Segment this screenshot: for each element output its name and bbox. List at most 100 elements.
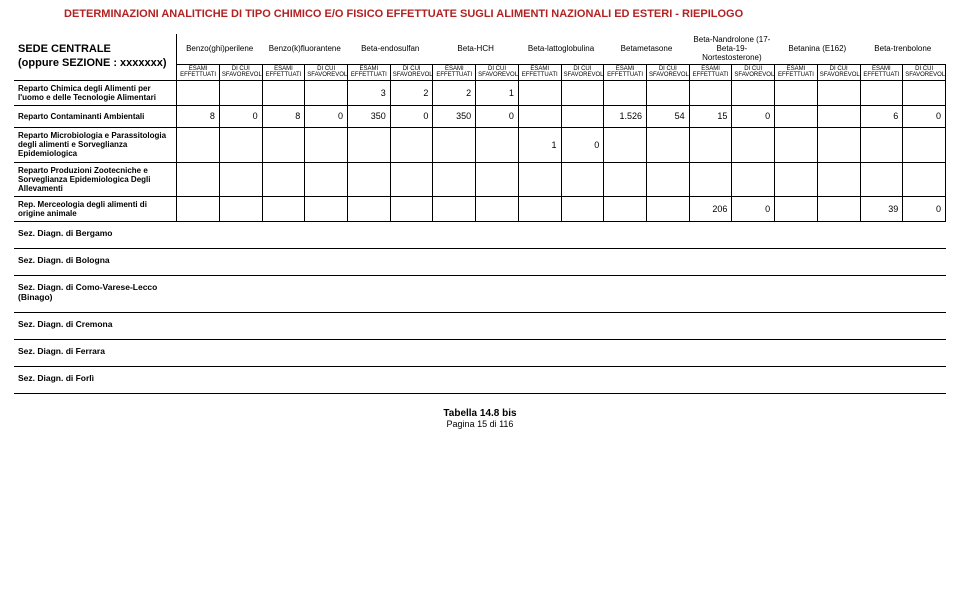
data-cell bbox=[518, 197, 561, 222]
data-cell bbox=[604, 80, 647, 105]
section-label: Sez. Diagn. di Como-Varese-Lecco (Binago… bbox=[14, 276, 177, 313]
data-cell bbox=[689, 162, 732, 197]
data-cell bbox=[433, 127, 476, 162]
data-cell bbox=[604, 197, 647, 222]
data-cell bbox=[860, 162, 903, 197]
data-cell bbox=[860, 80, 903, 105]
sub-header: ESAMI EFFETTUATI bbox=[689, 65, 732, 81]
data-cell: 350 bbox=[348, 105, 391, 127]
section-row: Sez. Diagn. di Bologna bbox=[14, 249, 946, 276]
section-label: Sez. Diagn. di Bergamo bbox=[14, 222, 177, 249]
data-cell: 0 bbox=[219, 105, 262, 127]
data-cell bbox=[348, 127, 391, 162]
data-cell bbox=[732, 80, 775, 105]
data-cell: 0 bbox=[903, 197, 946, 222]
data-cell: 8 bbox=[262, 105, 305, 127]
data-cell bbox=[817, 162, 860, 197]
data-cell bbox=[433, 162, 476, 197]
data-cell bbox=[732, 127, 775, 162]
data-cell bbox=[689, 80, 732, 105]
row-label: Reparto Chimica degli Alimenti per l'uom… bbox=[14, 80, 177, 105]
data-cell bbox=[518, 80, 561, 105]
data-cell bbox=[177, 162, 220, 197]
col-group: Benzo(ghi)perilene bbox=[177, 34, 262, 65]
data-cell bbox=[348, 197, 391, 222]
col-group: Beta-Nandrolone (17-Beta-19-Nortestoster… bbox=[689, 34, 774, 65]
row-label: Reparto Microbiologia e Parassitologia d… bbox=[14, 127, 177, 162]
table-row: Reparto Microbiologia e Parassitologia d… bbox=[14, 127, 946, 162]
data-cell: 0 bbox=[561, 127, 604, 162]
section-blank bbox=[177, 276, 946, 313]
section-label: Sez. Diagn. di Forlì bbox=[14, 367, 177, 394]
data-cell bbox=[262, 162, 305, 197]
section-label: Sez. Diagn. di Cremona bbox=[14, 313, 177, 340]
data-cell bbox=[219, 197, 262, 222]
data-cell: 15 bbox=[689, 105, 732, 127]
sub-header: ESAMI EFFETTUATI bbox=[177, 65, 220, 81]
sub-header: DI CUI SFAVOREVOLI bbox=[305, 65, 348, 81]
data-cell: 54 bbox=[646, 105, 689, 127]
sub-header: ESAMI EFFETTUATI bbox=[775, 65, 818, 81]
section-blank bbox=[177, 249, 946, 276]
sub-header: DI CUI SFAVOREVOLI bbox=[817, 65, 860, 81]
section-blank bbox=[177, 367, 946, 394]
col-group: Beta-HCH bbox=[433, 34, 518, 65]
data-cell bbox=[518, 162, 561, 197]
sub-header: ESAMI EFFETTUATI bbox=[348, 65, 391, 81]
data-cell bbox=[775, 127, 818, 162]
data-cell bbox=[775, 80, 818, 105]
section-blank bbox=[177, 222, 946, 249]
col-group: Beta-endosulfan bbox=[348, 34, 433, 65]
data-cell bbox=[561, 105, 604, 127]
data-cell bbox=[518, 105, 561, 127]
data-cell bbox=[817, 105, 860, 127]
section-row: Sez. Diagn. di Forlì bbox=[14, 367, 946, 394]
footer-table-label: Tabella 14.8 bis bbox=[14, 408, 946, 419]
data-cell bbox=[561, 197, 604, 222]
section-label: Sez. Diagn. di Bologna bbox=[14, 249, 177, 276]
data-cell bbox=[305, 197, 348, 222]
sub-header: DI CUI SFAVOREVOLI bbox=[476, 65, 519, 81]
data-cell bbox=[646, 162, 689, 197]
data-cell: 206 bbox=[689, 197, 732, 222]
data-cell bbox=[903, 80, 946, 105]
data-cell: 0 bbox=[732, 197, 775, 222]
data-cell bbox=[775, 105, 818, 127]
data-cell bbox=[817, 197, 860, 222]
data-cell bbox=[476, 162, 519, 197]
sub-header: DI CUI SFAVOREVOLI bbox=[903, 65, 946, 81]
footer: Tabella 14.8 bis Pagina 15 di 116 bbox=[14, 408, 946, 429]
data-cell bbox=[903, 162, 946, 197]
table-row: Reparto Produzioni Zootecniche e Sorvegl… bbox=[14, 162, 946, 197]
data-cell bbox=[476, 197, 519, 222]
data-cell bbox=[305, 162, 348, 197]
data-cell: 0 bbox=[476, 105, 519, 127]
data-cell: 39 bbox=[860, 197, 903, 222]
row-label: Reparto Produzioni Zootecniche e Sorvegl… bbox=[14, 162, 177, 197]
data-cell bbox=[646, 127, 689, 162]
sub-header: ESAMI EFFETTUATI bbox=[518, 65, 561, 81]
data-cell bbox=[817, 127, 860, 162]
footer-page-label: Pagina 15 di 116 bbox=[14, 419, 946, 429]
data-cell bbox=[390, 197, 433, 222]
data-cell bbox=[646, 197, 689, 222]
sub-header: ESAMI EFFETTUATI bbox=[604, 65, 647, 81]
col-group: Benzo(k)fluorantene bbox=[262, 34, 347, 65]
data-cell bbox=[561, 80, 604, 105]
data-cell: 2 bbox=[433, 80, 476, 105]
col-group: Beta-lattoglobulina bbox=[518, 34, 603, 65]
data-cell bbox=[390, 162, 433, 197]
sub-header: DI CUI SFAVOREVOLI bbox=[219, 65, 262, 81]
data-cell bbox=[646, 80, 689, 105]
data-cell: 1 bbox=[518, 127, 561, 162]
sede-line1: SEDE CENTRALE bbox=[18, 43, 111, 55]
section-label: Sez. Diagn. di Ferrara bbox=[14, 340, 177, 367]
data-cell: 350 bbox=[433, 105, 476, 127]
data-cell bbox=[262, 80, 305, 105]
data-table: SEDE CENTRALE (oppure SEZIONE : xxxxxxx)… bbox=[14, 34, 946, 394]
data-cell bbox=[775, 197, 818, 222]
section-row: Sez. Diagn. di Cremona bbox=[14, 313, 946, 340]
sub-header: DI CUI SFAVOREVOLI bbox=[732, 65, 775, 81]
sub-header: ESAMI EFFETTUATI bbox=[262, 65, 305, 81]
page-title: DETERMINAZIONI ANALITICHE DI TIPO CHIMIC… bbox=[64, 8, 946, 20]
